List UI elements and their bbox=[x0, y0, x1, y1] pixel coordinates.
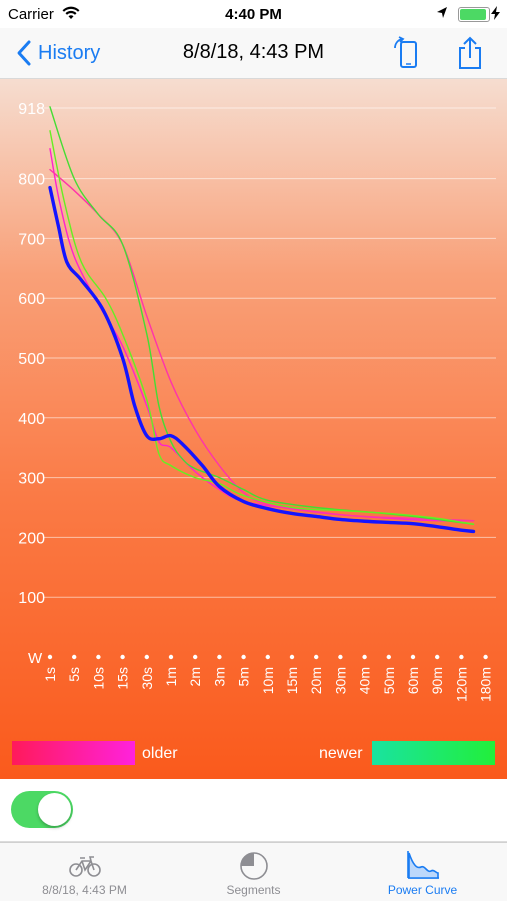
x-tick-dot bbox=[265, 654, 270, 660]
x-tick-dot bbox=[386, 654, 391, 660]
y-tick-label: 400 bbox=[18, 411, 45, 428]
wifi-icon bbox=[62, 6, 80, 24]
share-icon[interactable] bbox=[454, 36, 486, 70]
x-tick-label: 120m bbox=[453, 667, 469, 702]
rotate-device-icon[interactable] bbox=[392, 36, 424, 70]
x-tick-label: 2m bbox=[187, 667, 203, 686]
y-tick-label: 300 bbox=[18, 471, 45, 488]
y-max-label: 918 bbox=[18, 101, 45, 118]
legend-older-swatch bbox=[12, 741, 135, 765]
tab-ride-label: 8/8/18, 4:43 PM bbox=[42, 883, 127, 897]
x-tick-dot bbox=[47, 654, 53, 660]
x-tick-label: 1s bbox=[42, 667, 58, 682]
x-tick-label: 1m bbox=[163, 667, 179, 686]
x-tick-label: 3m bbox=[211, 667, 227, 686]
x-tick-label: 50m bbox=[381, 667, 397, 694]
x-tick-label: 5s bbox=[66, 667, 82, 682]
y-tick-label: 100 bbox=[18, 590, 45, 607]
x-tick-label: 90m bbox=[429, 667, 445, 694]
x-tick-dot bbox=[168, 654, 174, 660]
tab-segments[interactable]: Segments bbox=[169, 843, 338, 901]
x-tick-label: 10m bbox=[260, 667, 276, 694]
tab-segments-label: Segments bbox=[226, 883, 281, 897]
tab-bar: 8/8/18, 4:43 PM Segments Power Curve bbox=[0, 842, 507, 901]
toggle-knob[interactable] bbox=[38, 793, 71, 826]
x-tick-label: 40m bbox=[357, 667, 373, 694]
newer-power-curve-line bbox=[49, 106, 475, 525]
page-title: 8/8/18, 4:43 PM bbox=[182, 41, 325, 63]
x-tick-dot bbox=[289, 654, 295, 660]
x-tick-dot bbox=[314, 654, 319, 660]
segments-pie-icon bbox=[239, 852, 268, 880]
x-tick-dot bbox=[193, 654, 198, 660]
legend-newer-label: newer bbox=[319, 745, 363, 762]
chevron-left-icon bbox=[17, 40, 31, 66]
legend-newer-swatch bbox=[372, 741, 495, 765]
y-axis-label: W bbox=[28, 650, 43, 667]
y-tick-label: 700 bbox=[18, 231, 45, 248]
newer-power-curve-line bbox=[49, 130, 475, 525]
x-tick-dot bbox=[120, 654, 125, 660]
current-power-curve-line bbox=[48, 185, 476, 534]
y-tick-label: 200 bbox=[18, 530, 45, 547]
x-tick-dot bbox=[72, 654, 77, 660]
x-tick-label: 10s bbox=[90, 667, 106, 690]
charging-bolt-icon bbox=[491, 6, 500, 24]
x-tick-label: 15m bbox=[284, 667, 300, 694]
x-tick-dot bbox=[96, 654, 101, 660]
tab-power-curve-label: Power Curve bbox=[387, 883, 458, 897]
tab-ride[interactable]: 8/8/18, 4:43 PM bbox=[0, 843, 169, 901]
power-curve-icon bbox=[406, 851, 439, 879]
x-tick-dot bbox=[241, 654, 246, 660]
navigation-bar: History 8/8/18, 4:43 PM bbox=[0, 28, 507, 79]
x-tick-label: 15s bbox=[115, 667, 131, 690]
tab-power-curve[interactable]: Power Curve bbox=[338, 843, 507, 901]
power-curve-plot: 100 200 300 400 500 600 700 800 918 W1s 5s 10s 15s 30… bbox=[18, 101, 496, 702]
status-bar: Carrier 4:40 PM bbox=[0, 0, 507, 28]
x-tick-dot bbox=[435, 654, 440, 660]
x-tick-dot bbox=[483, 654, 488, 660]
older-power-curve-line bbox=[49, 168, 475, 522]
carrier-label: Carrier bbox=[8, 6, 54, 23]
x-tick-label: 20m bbox=[308, 667, 324, 694]
power-curve-chart: 100 200 300 400 500 600 700 800 918 W 1s 5s 10s 15s 30… bbox=[0, 79, 507, 779]
back-button-label: History bbox=[38, 41, 101, 64]
x-tick-dot bbox=[217, 654, 222, 660]
battery-level bbox=[460, 9, 486, 20]
legend-older-label: older bbox=[142, 745, 178, 762]
battery-icon bbox=[458, 7, 490, 22]
x-tick-label: 30m bbox=[332, 667, 348, 694]
x-tick-dot bbox=[338, 654, 343, 660]
x-tick-dot bbox=[362, 654, 367, 660]
y-tick-label: 800 bbox=[18, 172, 45, 189]
x-tick-dot bbox=[144, 654, 149, 660]
toggle-row bbox=[0, 779, 507, 842]
back-button[interactable]: History bbox=[14, 38, 100, 68]
x-tick-dot bbox=[410, 654, 416, 660]
x-tick-label: 30s bbox=[139, 667, 155, 690]
y-tick-label: 500 bbox=[18, 351, 45, 368]
x-tick-label: 60m bbox=[405, 667, 421, 694]
x-tick-label: 5m bbox=[236, 667, 252, 686]
status-time: 4:40 PM bbox=[225, 6, 282, 23]
location-arrow-icon bbox=[436, 6, 448, 24]
bicycle-icon bbox=[68, 856, 101, 877]
compare-toggle-switch[interactable] bbox=[11, 791, 73, 828]
x-tick-dot bbox=[459, 654, 464, 660]
y-tick-label: 600 bbox=[18, 291, 45, 308]
x-tick-label: 180m bbox=[478, 667, 494, 702]
